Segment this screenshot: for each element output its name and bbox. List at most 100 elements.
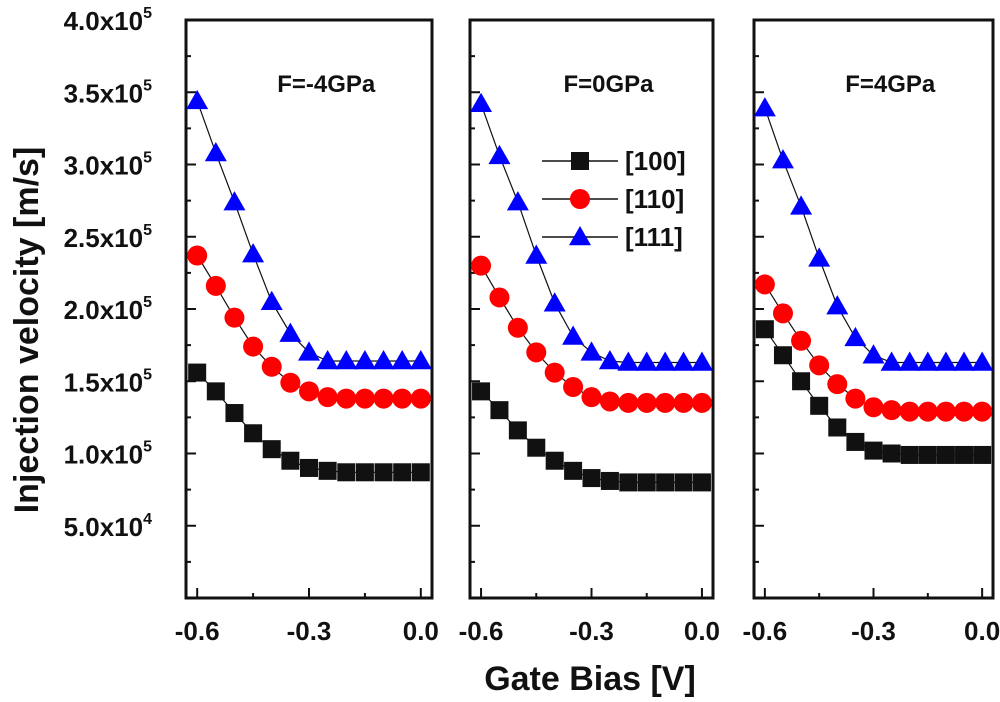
- data-point-square: [300, 458, 318, 477]
- series-[111]: [470, 92, 713, 371]
- x-tick-label: -0.6: [175, 616, 220, 646]
- data-point-square: [692, 473, 711, 492]
- data-point-circle: [336, 388, 357, 409]
- series-[100]: [755, 320, 992, 464]
- panel-2: -0.6 -0.3 0.0 F=0GPa: [459, 18, 720, 646]
- data-point-circle: [280, 372, 301, 393]
- data-point-square: [262, 440, 281, 459]
- data-point-square: [188, 363, 207, 382]
- data-point-circle: [224, 307, 245, 328]
- series-[100]: [472, 382, 711, 492]
- data-point-circle: [618, 392, 639, 413]
- panel-label: F=-4GPa: [277, 71, 376, 98]
- data-point-triangle: [242, 243, 265, 263]
- data-point-triangle: [826, 295, 849, 315]
- series-line: [196, 255, 421, 400]
- data-point-triangle: [654, 351, 677, 371]
- data-point-triangle: [569, 226, 591, 246]
- x-tick-label: -0.6: [459, 616, 504, 646]
- y-tick-exponent: 5: [143, 150, 152, 167]
- data-point-circle: [581, 387, 602, 408]
- data-point-square: [571, 152, 589, 170]
- data-point-triangle: [223, 191, 246, 211]
- data-point-square: [206, 382, 225, 401]
- legend-label: [110]: [625, 184, 684, 214]
- y-tick-exponent: 5: [143, 5, 152, 22]
- data-point-square: [637, 473, 656, 492]
- data-point-square: [656, 473, 675, 492]
- data-point-circle: [410, 388, 431, 409]
- x-tick-label: 0.0: [684, 616, 720, 646]
- y-tick-label: 2.5x105: [64, 222, 153, 253]
- y-tick-label: 1.0x105: [64, 439, 153, 470]
- y-tick-label: 1.5x105: [64, 366, 153, 397]
- data-point-circle: [243, 336, 264, 357]
- data-point-square: [955, 445, 974, 464]
- series-[110]: [471, 255, 712, 413]
- data-point-square: [582, 469, 601, 488]
- data-point-circle: [261, 356, 282, 377]
- data-point-square: [225, 404, 244, 423]
- data-point-circle: [972, 401, 993, 422]
- data-point-triangle: [372, 350, 395, 370]
- x-tick-label: -0.3: [851, 616, 896, 646]
- data-point-triangle: [844, 326, 867, 347]
- data-point-triangle: [204, 141, 227, 162]
- y-tick-exponent: 5: [143, 366, 152, 383]
- data-point-circle: [881, 400, 902, 421]
- data-point-circle: [754, 274, 775, 295]
- panel-frame: [184, 18, 434, 600]
- data-point-triangle: [470, 92, 493, 113]
- data-point-square: [864, 441, 883, 460]
- data-point-square: [918, 445, 937, 464]
- data-point-triangle: [690, 351, 713, 371]
- data-point-triangle: [635, 351, 658, 371]
- series-[111]: [186, 89, 432, 370]
- data-point-triangle: [598, 350, 621, 370]
- data-point-circle: [899, 401, 920, 422]
- panel-1: -0.6 -0.3 0.0 F=-4GPa: [175, 18, 439, 646]
- data-point-square: [810, 396, 829, 415]
- data-point-circle: [673, 392, 694, 413]
- x-tick-label: -0.3: [569, 616, 614, 646]
- data-point-triangle: [971, 351, 994, 371]
- y-tick-label: 2.0x105: [64, 294, 153, 325]
- data-point-triangle: [488, 144, 511, 165]
- x-tick-label: -0.3: [287, 616, 332, 646]
- panels-layer: -0.6 -0.3 0.0F=-4GPa-0.6 -0.3 0.0F=0GPa-0.6-…: [175, 18, 1000, 646]
- data-point-triangle: [353, 350, 376, 370]
- legend-label: [111]: [625, 222, 683, 252]
- data-point-square: [374, 463, 393, 482]
- data-point-square: [393, 463, 412, 482]
- data-point-triangle: [934, 351, 957, 371]
- data-point-square: [318, 461, 337, 480]
- data-point-triangle: [953, 351, 976, 371]
- data-point-triangle: [880, 351, 903, 371]
- data-point-circle: [205, 275, 226, 296]
- legend: [100] [110] [111]: [542, 146, 686, 252]
- data-point-triangle: [898, 351, 921, 371]
- series-[100]: [188, 363, 430, 482]
- data-point-triangle: [617, 351, 640, 371]
- y-tick-exponent: 5: [143, 439, 152, 456]
- series-[110]: [754, 274, 993, 422]
- data-point-square: [527, 438, 546, 457]
- data-point-triangle: [279, 322, 302, 342]
- data-point-triangle: [335, 350, 358, 370]
- data-point-circle: [954, 401, 975, 422]
- data-point-triangle: [790, 195, 813, 215]
- y-axis-label: Injection velocity [m/s]: [8, 147, 46, 514]
- data-point-circle: [599, 391, 620, 412]
- data-point-circle: [791, 330, 812, 351]
- data-point-triangle: [580, 341, 603, 361]
- data-point-square: [900, 445, 919, 464]
- data-point-triangle: [186, 89, 209, 110]
- x-axis-label: Gate Bias [V]: [484, 660, 696, 698]
- data-point-triangle: [916, 351, 939, 371]
- data-point-square: [619, 473, 638, 492]
- y-tick-exponent: 4: [143, 511, 152, 528]
- y-tick-label: 3.5x105: [64, 77, 153, 108]
- data-point-circle: [187, 245, 208, 266]
- data-point-circle: [507, 317, 528, 338]
